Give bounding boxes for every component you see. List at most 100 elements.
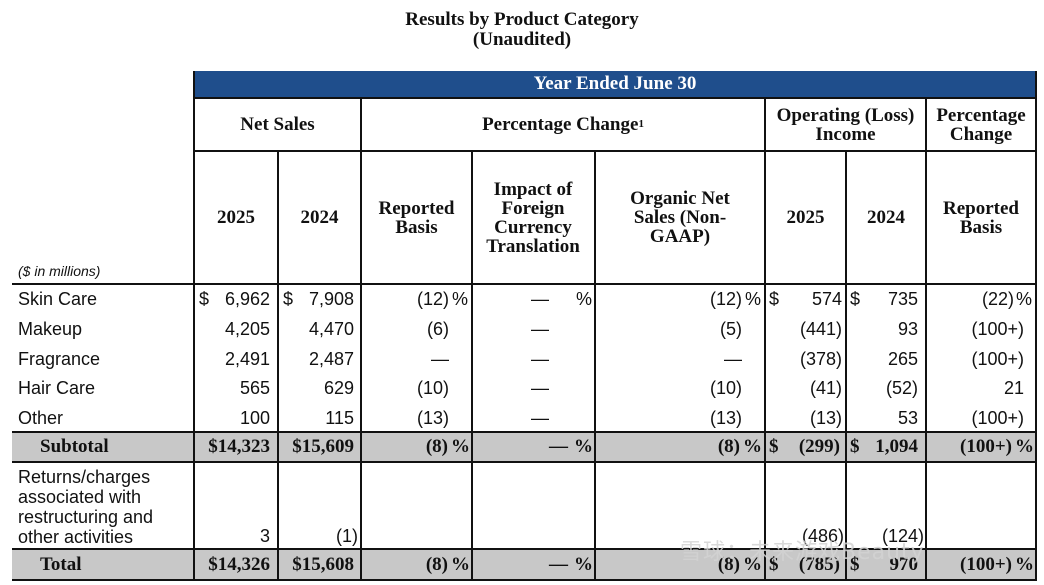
- total-rule-bottom: [12, 579, 1036, 581]
- row-label: Other: [18, 408, 64, 428]
- fx-impact: —: [531, 378, 549, 398]
- reported-basis: (10): [416, 378, 449, 398]
- operating-income-header: Operating (Loss) Income: [776, 104, 915, 145]
- subtotal-ns-2024: $15,609: [292, 436, 354, 457]
- col-header-ns-2024: 2024: [300, 207, 339, 228]
- op-income-2024: 265: [887, 349, 918, 369]
- pct-change: (100+): [971, 349, 1024, 369]
- subtotal-ns-2025: $14,323: [208, 436, 270, 457]
- organic-net-sales: (10): [709, 378, 742, 398]
- subtotal-oi25-dollar: $: [769, 436, 779, 457]
- total-oi-2024: 970: [889, 554, 919, 575]
- report-title: Results by Product Category: [405, 9, 639, 30]
- col-divider-oi-end: [925, 97, 927, 581]
- oi25-dollar: $: [769, 289, 780, 309]
- row-label: Makeup: [18, 319, 83, 339]
- subtotal-oi-2025: (299): [798, 436, 840, 457]
- pct-change: 21: [1003, 378, 1024, 398]
- total-reported-pct: %: [451, 554, 470, 575]
- subtotal-rule-bottom: [12, 461, 1036, 463]
- subtotal-reported: (8): [425, 436, 448, 457]
- header-rule-2: [194, 150, 1036, 152]
- row-label: Skin Care: [18, 289, 98, 309]
- percentage-change2-header: Percentage Change: [936, 104, 1026, 145]
- footnote-sup: 1: [638, 118, 644, 130]
- total-change-pct: %: [1015, 554, 1034, 575]
- subtotal-organic: (8): [717, 436, 740, 457]
- total-fx-pct: %: [574, 554, 593, 575]
- row-label: Fragrance: [18, 349, 101, 369]
- total-fx: —: [549, 554, 568, 575]
- op-income-2024: 53: [897, 408, 918, 428]
- op-income-2025: (41): [809, 378, 842, 398]
- total-change: (100+): [960, 554, 1012, 575]
- subtotal-oi-2024: 1,094: [875, 436, 918, 457]
- watermark: 雪球：未来游戏Beauty: [680, 540, 925, 565]
- reported-basis: (13): [416, 408, 449, 428]
- year-ended-banner: Year Ended June 30: [194, 71, 1036, 97]
- subtotal-oi24-dollar: $: [850, 436, 860, 457]
- oi24-dollar: $: [850, 289, 861, 309]
- total-row-shade: [12, 550, 1036, 580]
- net-sales-2024: 115: [325, 408, 354, 428]
- percentage-change-label: Percentage Change: [482, 114, 639, 135]
- total-label: Total: [40, 554, 82, 575]
- fx-impact: —: [531, 408, 549, 428]
- col-divider-right: [1035, 71, 1037, 581]
- total-organic: (8): [717, 554, 740, 575]
- organic-net-sales: (13): [709, 408, 742, 428]
- col-divider-fx: [594, 150, 596, 581]
- op-income-2025: (378): [799, 349, 842, 369]
- returns-ns-2024: (1): [336, 526, 358, 546]
- net-sales-header: Net Sales: [240, 114, 315, 135]
- report-subtitle: (Unaudited): [472, 29, 572, 50]
- col-header-reported: Reported Basis: [378, 197, 455, 238]
- total-ns-2024: $15,608: [292, 554, 354, 575]
- col-divider-netsales-end: [360, 97, 362, 581]
- total-oi-2025: (785): [798, 554, 840, 575]
- net-sales-2025: 2,491: [224, 349, 270, 369]
- header-rule-1: [194, 97, 1036, 99]
- op-income-2025: (441): [799, 319, 842, 339]
- organic-net-sales: (5): [720, 319, 742, 339]
- net-sales-2024: 2,487: [308, 349, 354, 369]
- subtotal-reported-pct: %: [451, 436, 470, 457]
- fx-impact: —: [531, 289, 549, 309]
- op-income-2025: 574: [811, 289, 842, 309]
- units-note: ($ in millions): [18, 263, 101, 279]
- net-sales-2024: 7,908: [308, 289, 354, 309]
- col-divider-reported: [471, 150, 473, 581]
- ns25-dollar: $: [199, 289, 210, 309]
- reported-basis: (6): [427, 319, 449, 339]
- reported-basis: (12): [416, 289, 449, 309]
- net-sales-2025: 565: [239, 378, 270, 398]
- op-income-2025: (13): [809, 408, 842, 428]
- col-header-organic: Organic Net Sales (Non-GAAP): [630, 188, 730, 247]
- total-oi25-dollar: $: [769, 554, 779, 575]
- subtotal-change: (100+): [960, 436, 1012, 457]
- returns-ns-2025: 3: [259, 526, 270, 546]
- net-sales-2025: 6,962: [224, 289, 270, 309]
- fx-impact: —: [531, 349, 549, 369]
- col-header-ns-2025: 2025: [217, 207, 255, 228]
- returns-oi-2024: (124): [881, 526, 924, 546]
- percentage-change-header: Percentage Change 1: [362, 99, 764, 150]
- returns-label: Returns/charges associated with restruct…: [18, 467, 154, 547]
- net-sales-2024: 4,470: [308, 319, 354, 339]
- total-reported: (8): [425, 554, 448, 575]
- col-divider-oi: [845, 150, 847, 581]
- net-sales-2025: 100: [239, 408, 270, 428]
- change-pct: %: [1016, 289, 1033, 309]
- row-label: Hair Care: [18, 378, 96, 398]
- total-ns-2025: $14,326: [208, 554, 270, 575]
- fx-impact: —: [531, 319, 549, 339]
- col-header-reported2: Reported Basis: [943, 197, 1019, 238]
- subtotal-fx-pct: %: [574, 436, 593, 457]
- organic-net-sales: (12): [709, 289, 742, 309]
- organic-pct: %: [745, 289, 762, 309]
- organic-net-sales: —: [724, 349, 742, 369]
- net-sales-2024: 629: [323, 378, 354, 398]
- col-header-oi-2025: 2025: [786, 207, 825, 228]
- net-sales-2025: 4,205: [224, 319, 270, 339]
- col-header-fx: Impact of Foreign Currency Translation: [486, 178, 580, 257]
